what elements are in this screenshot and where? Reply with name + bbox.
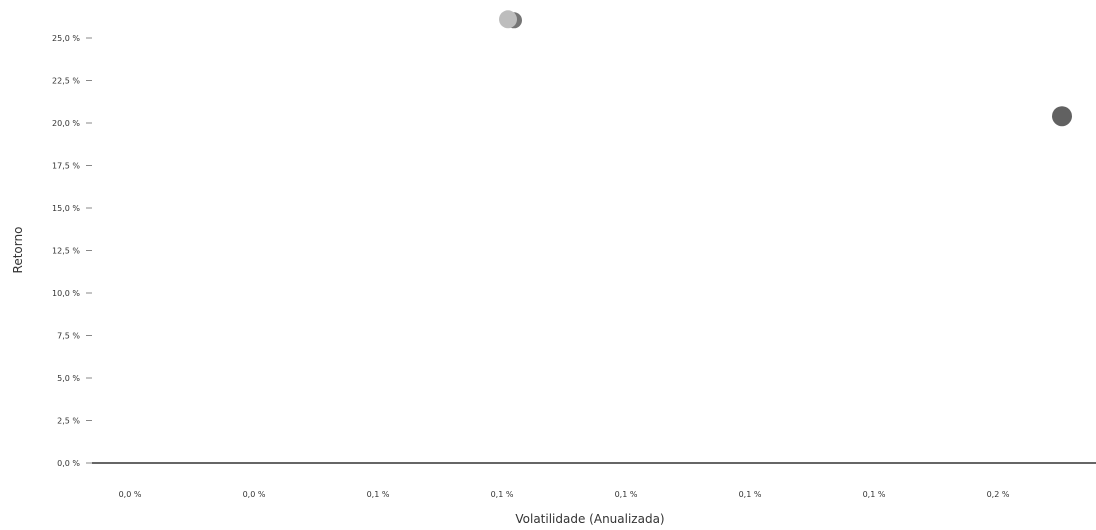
- y-tick-label: 5,0 %: [57, 374, 80, 383]
- y-tick-label: 12,5 %: [52, 247, 80, 256]
- x-tick-label: 0,0 %: [243, 490, 266, 499]
- data-points: [499, 10, 1072, 127]
- y-tick-label: 0,0 %: [57, 459, 80, 468]
- y-tick-label: 20,0 %: [52, 119, 80, 128]
- x-tick-label: 0,1 %: [491, 490, 514, 499]
- y-tick-label: 7,5 %: [57, 332, 80, 341]
- x-tick-label: 0,1 %: [367, 490, 390, 499]
- x-tick-label: 0,1 %: [615, 490, 638, 499]
- y-tick-label: 25,0 %: [52, 34, 80, 43]
- x-tick-label: 0,1 %: [863, 490, 886, 499]
- data-point[interactable]: [1052, 106, 1072, 127]
- x-axis-title: Volatilidade (Anualizada): [515, 512, 664, 526]
- y-axis-ticks: 0,0 % 2,5 % 5,0 % 7,5 % 10,0 % 12,5 % 15,0 % 17…: [52, 34, 92, 468]
- y-tick-label: 17,5 %: [52, 162, 80, 171]
- y-axis-title: Retorno: [11, 227, 25, 274]
- x-tick-label: 0,1 %: [739, 490, 762, 499]
- y-tick-label: 10,0 %: [52, 289, 80, 298]
- data-point[interactable]: [499, 10, 517, 29]
- x-tick-label: 0,2 %: [987, 490, 1010, 499]
- x-tick-label: 0,0 %: [119, 490, 142, 499]
- y-tick-label: 22,5 %: [52, 77, 80, 86]
- y-tick-label: 15,0 %: [52, 204, 80, 213]
- y-tick-label: 2,5 %: [57, 417, 80, 426]
- x-axis-ticks: 0,0 % 0,0 % 0,1 % 0,1 % 0,1 % 0,1 % 0,1 % 0,2 %: [119, 490, 1010, 499]
